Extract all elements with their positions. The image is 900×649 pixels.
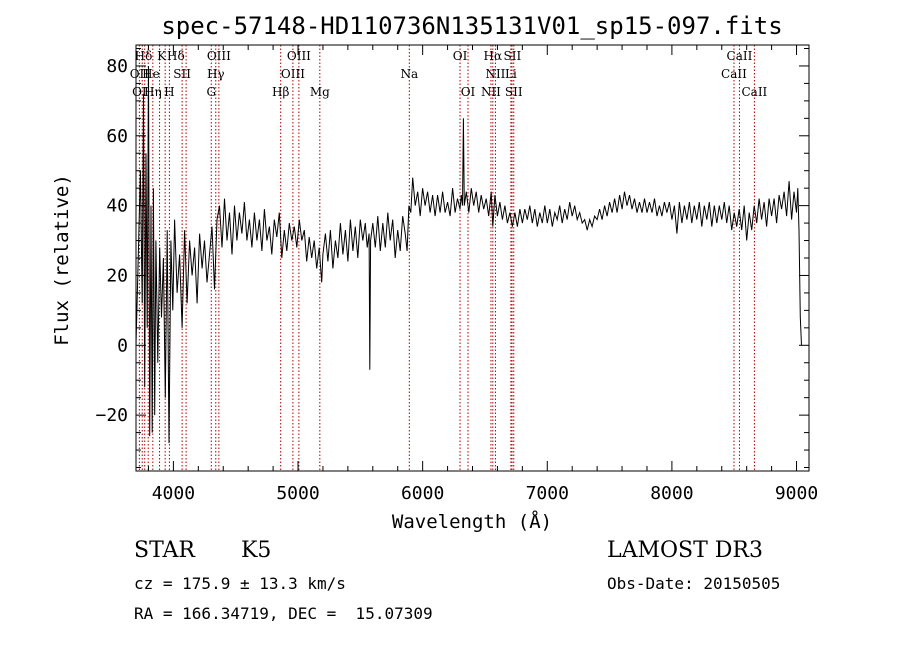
obs-date: Obs-Date: 20150505 [607,574,781,593]
marker-label: NII [485,67,505,81]
y-tick-label: −20 [95,405,128,426]
marker-label: Hδ [167,49,185,63]
survey-name: LAMOST DR3 [607,538,763,563]
marker-label: Hβ [272,85,289,99]
x-axis-label: Wavelength (Å) [392,510,552,533]
redshift-value: cz = 175.9 ± 13.3 km/s [134,574,346,593]
y-axis-label: Flux (relative) [51,174,73,346]
marker-label: CaII [727,49,753,63]
y-tick-label: 0 [117,335,128,356]
marker-label: G [206,85,216,99]
marker-label: Hη [144,85,162,99]
marker-label: SII [504,49,522,63]
object-class: STAR [134,538,195,563]
marker-label: OIII [281,67,305,81]
marker-label: OI [461,85,476,99]
marker-label: Na [400,67,418,81]
marker-label: NII [481,85,501,99]
marker-label: Hα [484,49,503,63]
marker-label: Hδ [135,49,153,63]
y-tick-label: 40 [106,196,128,217]
coordinates: RA = 166.34719, DEC = 15.07309 [134,604,433,623]
marker-label: OI [453,49,468,63]
marker-label: CaII [721,67,747,81]
marker-label: Mg [310,85,330,99]
marker-label: OIII [287,49,311,63]
plot-frame [135,44,810,472]
marker-label: He [142,67,160,81]
marker-label: OIII [207,49,231,63]
marker-label: CaII [741,85,767,99]
chart-title: spec-57148-HD110736N135131V01_sp15-097.f… [161,12,782,40]
x-tick-label: 4000 [152,483,195,504]
marker-label: SII [505,85,523,99]
y-tick-label: 60 [106,126,128,147]
y-tick-label: 20 [106,265,128,286]
marker-label: Hγ [207,67,225,81]
x-tick-label: 5000 [276,483,319,504]
x-tick-label: 6000 [401,483,444,504]
x-tick-label: 7000 [526,483,569,504]
y-axis-tick-labels: −20 0 20 40 60 80 [95,56,128,426]
line-markers [138,45,755,471]
x-tick-label: 8000 [650,483,693,504]
marker-label: OII [130,67,150,81]
axis-ticks [136,45,809,471]
spectrum-line [135,65,802,444]
y-tick-label: 80 [106,56,128,77]
marker-label: SII [173,67,191,81]
marker-label: Li [505,67,517,81]
object-subclass: K5 [241,538,272,563]
x-tick-label: 9000 [775,483,818,504]
x-axis-tick-labels: 4000 5000 6000 7000 8000 9000 [152,483,819,504]
marker-label: K [157,49,167,63]
marker-label: H [164,85,174,99]
